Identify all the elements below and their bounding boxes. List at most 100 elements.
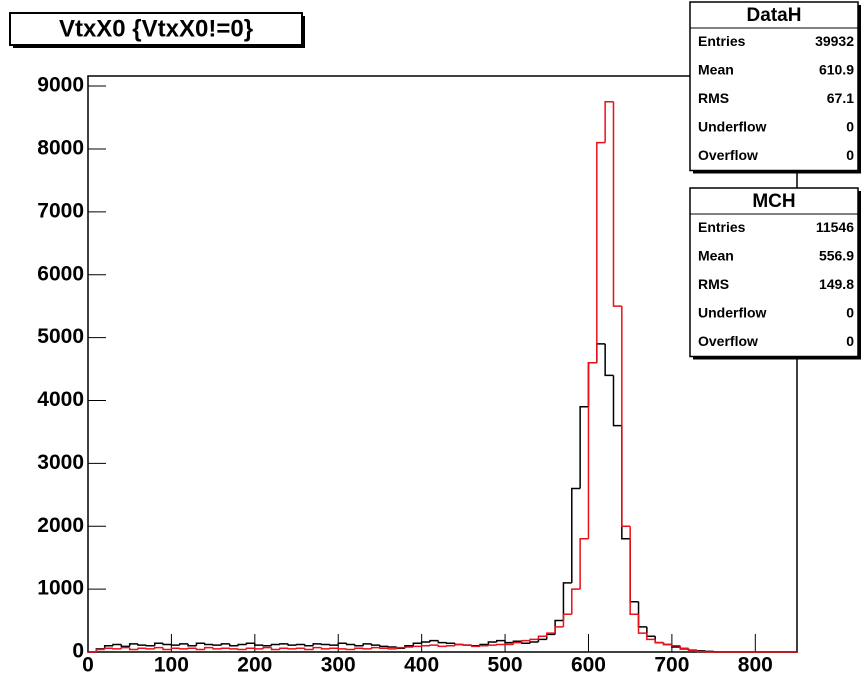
- histogram-bin: [195, 648, 205, 651]
- histogram-bin: [529, 641, 539, 644]
- stats-value: 0: [846, 304, 854, 320]
- stats-value: 610.9: [819, 61, 854, 77]
- histogram-bin: [445, 644, 456, 647]
- histogram-bin: [696, 650, 706, 653]
- stats-value: 0: [846, 147, 854, 163]
- histogram-bin: [546, 632, 556, 637]
- stats-value: 556.9: [819, 247, 854, 263]
- title-shadow: [302, 16, 305, 48]
- histogram-bin: [279, 647, 289, 650]
- histogram-bin: [537, 635, 547, 640]
- histogram-bin: [128, 647, 139, 651]
- histogram-bin: [571, 487, 581, 583]
- histogram-bin: [345, 648, 355, 651]
- histogram-bin: [145, 644, 155, 647]
- histogram-bin: [462, 644, 472, 646]
- histogram-bin: [445, 642, 456, 644]
- histogram-bin: [387, 648, 397, 650]
- histogram-bin: [320, 643, 330, 646]
- x-tick-label: 300: [321, 654, 356, 674]
- histogram-bin: [254, 643, 264, 646]
- stats-label: Overflow: [698, 147, 758, 163]
- histogram-bin: [254, 648, 264, 650]
- histogram-bin: [587, 361, 597, 539]
- histogram-bin: [612, 101, 622, 307]
- histogram-bin: [329, 644, 339, 646]
- histogram-bin: [237, 643, 247, 646]
- histogram-bin: [270, 643, 280, 646]
- stats-value: 11546: [816, 219, 854, 235]
- histogram-bin: [579, 538, 589, 590]
- histogram-bin: [212, 647, 222, 650]
- histogram-bin: [621, 306, 631, 527]
- histogram-bin: [195, 642, 205, 646]
- x-tick-label: 600: [571, 654, 606, 674]
- histogram-bin: [153, 642, 164, 646]
- histogram-bin: [179, 648, 189, 650]
- histogram-bin: [220, 643, 230, 646]
- histogram-bin: [429, 639, 439, 642]
- histogram-bin: [412, 645, 422, 648]
- histogram-bin: [562, 582, 572, 621]
- histogram-bin: [120, 644, 130, 648]
- stats-label: Entries: [698, 33, 746, 49]
- histogram-bin: [187, 643, 197, 647]
- histogram-bin: [671, 644, 681, 647]
- x-tick-label: 500: [488, 654, 523, 674]
- histogram-bin: [437, 640, 447, 644]
- histogram-bin: [162, 647, 172, 651]
- histogram-bin: [662, 642, 672, 646]
- histogram-bin: [637, 614, 647, 634]
- histogram-bin: [646, 633, 656, 641]
- histogram-bin: [229, 648, 239, 650]
- histogram-bin: [612, 375, 622, 427]
- histogram-bin: [379, 647, 389, 649]
- histogram-bin: [687, 648, 697, 651]
- histogram-bin: [312, 643, 322, 646]
- stats-title: MCH: [752, 191, 795, 212]
- y-tick-label: 3000: [37, 451, 84, 474]
- histogram-bin: [95, 648, 105, 652]
- stats-value: 67.1: [827, 90, 854, 106]
- histogram-bin: [571, 588, 581, 615]
- histogram-bin: [604, 101, 614, 143]
- histogram-bin: [145, 648, 155, 650]
- histogram-bin: [304, 644, 314, 647]
- histogram-bin: [520, 639, 531, 643]
- histogram-bin: [287, 648, 297, 650]
- histogram-bin: [295, 647, 305, 649]
- histogram-bin: [337, 648, 347, 650]
- histogram-bin: [370, 646, 380, 649]
- histogram-bin: [312, 646, 322, 650]
- x-tick-label: 700: [654, 654, 689, 674]
- plot-frame: [87, 75, 798, 653]
- histogram-bin: [245, 647, 255, 650]
- histogram-bin: [537, 638, 547, 642]
- stats-value: 0: [846, 333, 854, 349]
- histogram-bin: [204, 646, 214, 650]
- histogram-bin: [103, 647, 114, 650]
- stats-box: [689, 1, 859, 172]
- y-tick-label: 4000: [37, 388, 84, 411]
- stats-label: Mean: [698, 247, 734, 263]
- y-tick-label: 6000: [37, 262, 84, 285]
- stats-label: Mean: [698, 61, 734, 77]
- histogram-bin: [487, 641, 497, 645]
- stats-value: 149.8: [819, 276, 854, 292]
- stats-value: 39932: [815, 33, 854, 49]
- histogram-bin: [420, 644, 430, 647]
- histogram-bin: [487, 644, 497, 646]
- stats-title: DataH: [747, 5, 802, 26]
- histogram-bin: [220, 647, 230, 649]
- histogram-bin: [229, 643, 239, 647]
- histogram-bin: [279, 643, 289, 645]
- histogram-bin: [345, 643, 355, 646]
- histogram-bin: [654, 639, 664, 644]
- histogram-bin: [362, 643, 372, 646]
- histogram-bin: [270, 647, 280, 651]
- histogram-bin: [629, 526, 639, 616]
- histogram-bin: [162, 643, 172, 646]
- y-tick-label: 9000: [37, 74, 84, 97]
- histogram-bin: [304, 648, 314, 651]
